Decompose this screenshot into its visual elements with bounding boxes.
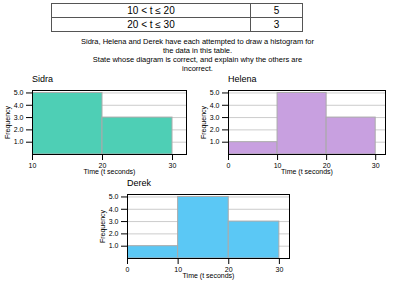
svg-text:Frequency: Frequency	[4, 105, 12, 139]
html-text:3: 3	[273, 19, 280, 30]
svg-text:3.0: 3.0	[210, 114, 220, 121]
svg-text:5.0: 5.0	[210, 89, 220, 96]
svg-text:Frequency: Frequency	[200, 105, 208, 139]
svg-text:2.0: 2.0	[109, 230, 119, 237]
svg-text:Time (t seconds): Time (t seconds)	[183, 272, 235, 280]
svg-text:5.0: 5.0	[14, 89, 24, 96]
svg-text:30: 30	[169, 162, 177, 169]
html-text:5: 5	[273, 5, 280, 16]
html-text:Helena: Helena	[228, 74, 257, 84]
svg-text:20: 20	[224, 266, 233, 274]
svg-text:30: 30	[275, 266, 283, 273]
svg-text:5.0: 5.0	[109, 193, 119, 200]
svg-text:2.0: 2.0	[14, 126, 24, 133]
svg-text:4.0: 4.0	[14, 102, 24, 109]
svg-text:2.0: 2.0	[210, 126, 220, 133]
svg-text:4.0: 4.0	[109, 206, 119, 213]
svg-text:1.0: 1.0	[210, 138, 220, 145]
svg-text:10: 10	[273, 162, 282, 170]
svg-text:3.0: 3.0	[109, 218, 119, 225]
svg-text:20: 20	[98, 162, 107, 170]
svg-text:30: 30	[372, 162, 380, 169]
html-text:Derek: Derek	[127, 178, 151, 188]
svg-text:Frequency: Frequency	[99, 209, 107, 243]
svg-text:0: 0	[126, 266, 130, 273]
html-text:Sidra: Sidra	[32, 74, 53, 84]
html-text:20 < t ≤ 30: 20 < t ≤ 30	[127, 19, 175, 30]
svg-text:1.0: 1.0	[14, 138, 24, 145]
svg-text:10: 10	[29, 162, 37, 169]
svg-text:10: 10	[174, 266, 182, 273]
svg-text:3.0: 3.0	[14, 114, 24, 121]
html-text:Sidra, Helena and Derek have e: Sidra, Helena and Derek have each attemp…	[81, 37, 314, 73]
svg-text:20: 20	[322, 162, 331, 170]
svg-text:1.0: 1.0	[109, 242, 119, 249]
svg-text:Time (t seconds): Time (t seconds)	[84, 168, 136, 176]
svg-text:4.0: 4.0	[210, 102, 220, 109]
svg-text:0: 0	[227, 162, 231, 169]
svg-text:Time (t seconds): Time (t seconds)	[281, 168, 333, 176]
html-text:10 < t ≤ 20: 10 < t ≤ 20	[127, 5, 175, 16]
